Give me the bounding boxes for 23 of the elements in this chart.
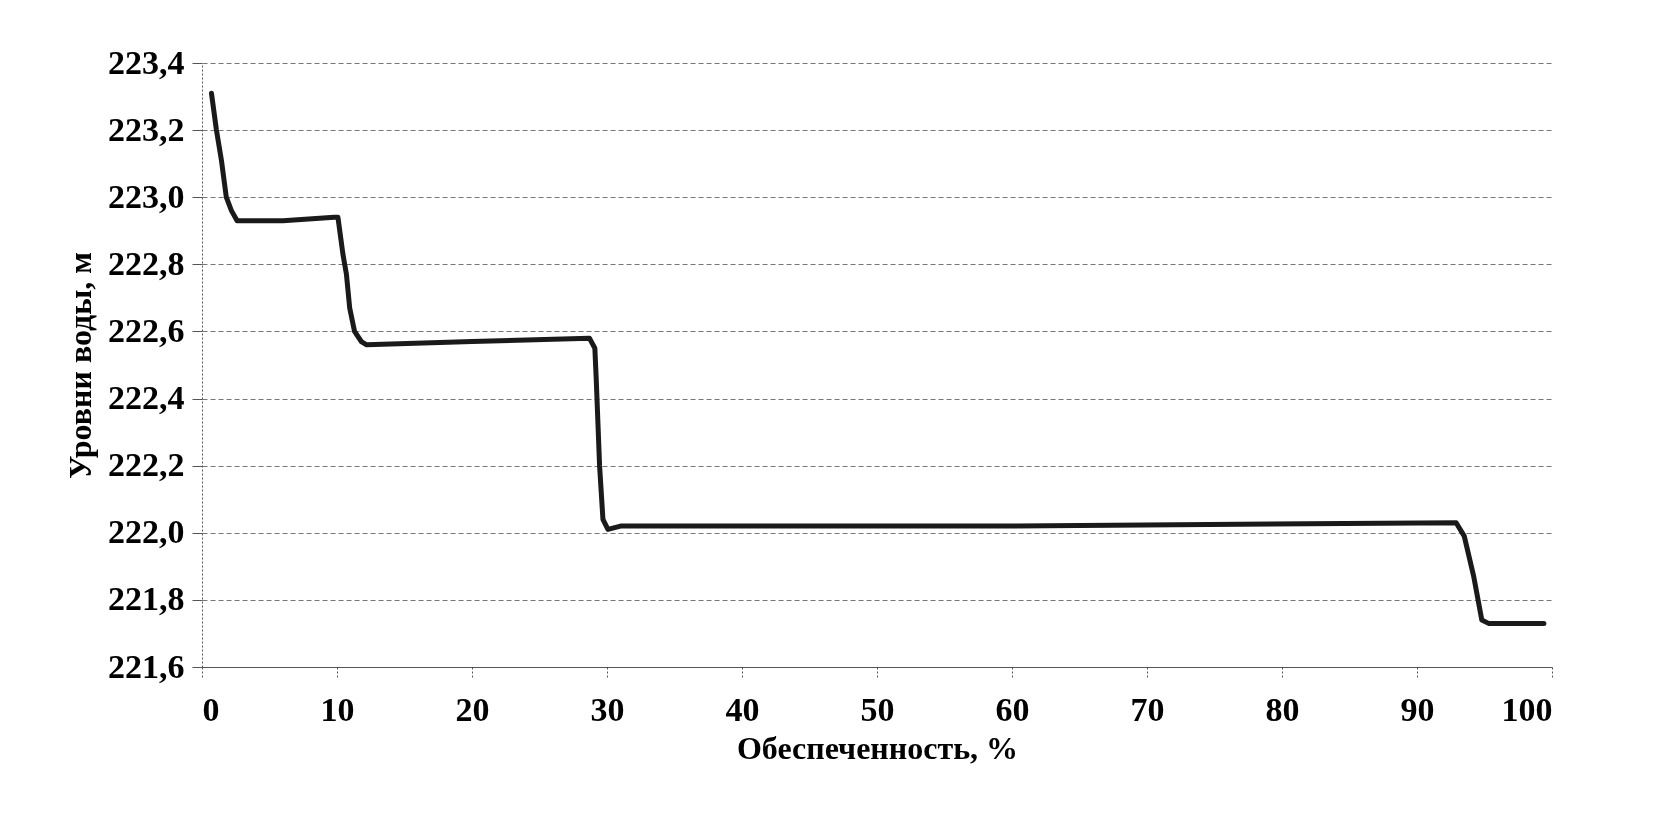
x-tick-label: 50 bbox=[860, 690, 895, 728]
x-tick-label: 20 bbox=[455, 690, 490, 728]
y-axis-title: Уровни воды, м bbox=[62, 251, 98, 480]
y-tick-label: 221,6 bbox=[108, 647, 185, 685]
x-tick-label: 60 bbox=[995, 690, 1030, 728]
y-tick-label: 221,8 bbox=[108, 580, 185, 618]
y-tick-label: 223,0 bbox=[108, 177, 185, 215]
y-tick-label: 222,2 bbox=[108, 446, 185, 484]
x-tick-label: 100 bbox=[1501, 690, 1553, 728]
y-tick-label: 222,4 bbox=[108, 379, 185, 417]
y-tick-label: 222,6 bbox=[108, 311, 185, 349]
y-tick-label: 223,2 bbox=[108, 110, 185, 148]
x-tick-label: 10 bbox=[320, 690, 355, 728]
x-tick-label: 0 bbox=[202, 690, 220, 728]
y-tick-label: 222,0 bbox=[108, 513, 185, 551]
x-axis-title: Обеспеченность, % bbox=[736, 729, 1019, 766]
y-tick-label: 222,8 bbox=[108, 244, 185, 282]
x-tick-label: 80 bbox=[1265, 690, 1300, 728]
x-tick-label: 40 bbox=[725, 690, 760, 728]
x-tick-label: 30 bbox=[590, 690, 625, 728]
x-tick-label: 90 bbox=[1400, 690, 1435, 728]
y-tick-label: 223,4 bbox=[108, 43, 185, 81]
x-tick-label: 70 bbox=[1130, 690, 1165, 728]
